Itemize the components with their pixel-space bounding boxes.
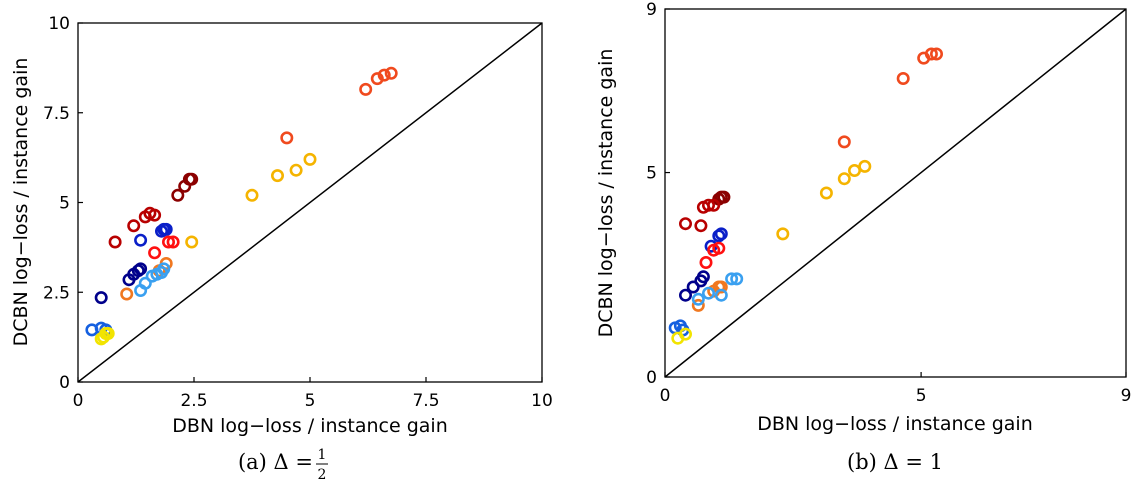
y-ticks-a: 0 2.5 5 7.5 10 [43,14,83,393]
data-point-a-25 [148,246,162,260]
y-ticks-b: 0 5 9 [646,0,670,388]
data-point-a-9 [185,235,199,249]
points-a [85,66,398,346]
x-tick-label-a-4: 10 [531,391,553,411]
data-point-a-33 [120,287,134,301]
y-tick-label-b-2: 9 [646,0,657,20]
data-point-a-2 [377,68,391,82]
data-point-a-18 [108,235,122,249]
data-point-b-12 [717,190,731,204]
x-ticks-a: 0 2.5 5 7.5 10 [73,377,553,411]
data-point-a-46 [101,326,115,340]
points-b [668,47,943,345]
data-point-b-24 [686,280,700,294]
data-point-a-30 [94,291,108,305]
data-point-b-32 [725,272,739,286]
data-point-a-24 [166,235,180,249]
x-tick-label-a-2: 5 [305,391,316,411]
data-point-b-41 [678,327,692,341]
y-axis-label-b: DCBN log−loss / instance gain [595,49,617,338]
data-point-b-17 [678,217,692,231]
data-point-a-13 [171,188,185,202]
data-point-a-16 [138,210,152,224]
data-point-a-5 [245,188,259,202]
x-tick-label-a-1: 2.5 [180,391,207,411]
data-point-b-8 [858,159,872,173]
diagonal-line-a [77,22,543,383]
data-point-b-4 [837,135,851,149]
y-axis-label-a: DCBN log−loss / instance gain [10,58,32,347]
caption-a-denominator: 2 [318,467,327,483]
data-point-b-23 [699,255,713,269]
x-axis-label-b: DBN log−loss / instance gain [757,413,1033,435]
data-point-b-15 [707,198,721,212]
data-point-b-22 [712,241,726,255]
data-point-b-34 [701,286,715,300]
caption-a: (a) Δ = 1 2 [238,447,328,483]
data-point-b-19 [714,227,728,241]
data-point-b-3 [929,47,943,61]
data-point-b-16 [694,219,708,233]
data-point-a-17 [127,219,141,233]
y-tick-label-a-4: 10 [48,14,70,34]
data-point-b-0 [896,72,910,86]
data-point-a-8 [303,152,317,166]
data-point-b-27 [678,288,692,302]
data-point-b-14 [701,198,715,212]
y-tick-label-b-1: 5 [646,164,657,184]
x-tick-label-b-0: 0 [660,386,671,406]
x-tick-label-a-3: 7.5 [412,391,439,411]
data-point-a-23 [162,235,176,249]
data-point-a-29 [134,262,148,276]
data-point-b-36 [691,292,705,306]
x-tick-label-a-0: 0 [73,391,84,411]
data-point-a-4 [280,131,294,145]
data-point-a-39 [134,283,148,297]
data-point-b-26 [696,270,710,284]
data-point-b-31 [691,298,705,312]
data-point-b-2 [924,47,938,61]
data-point-b-30 [714,280,728,294]
data-point-b-6 [837,172,851,186]
y-tick-label-a-1: 2.5 [43,283,70,303]
y-tick-label-a-3: 7.5 [43,104,70,124]
data-point-a-37 [145,269,159,283]
panel-a: 0 2.5 5 7.5 10 0 2.5 5 7.5 10 DBN log−loss / ins… [10,14,553,483]
caption-a-numerator: 1 [318,447,327,463]
plot-frame-b [664,8,1127,378]
data-point-b-5 [819,186,833,200]
data-point-a-7 [289,163,303,177]
y-tick-label-b-0: 0 [646,368,657,388]
data-point-a-36 [157,262,171,276]
data-point-b-9 [776,227,790,241]
plot-frame-a [77,22,543,383]
caption-a-text: (a) Δ = [238,450,313,474]
y-tick-label-a-0: 0 [59,373,70,393]
data-point-a-21 [159,222,173,236]
y-tick-label-a-2: 5 [59,194,70,214]
data-point-a-22 [134,233,148,247]
caption-b: (b) Δ = 1 [847,450,943,474]
x-tick-label-b-1: 5 [916,386,927,406]
data-point-b-33 [730,272,744,286]
data-point-a-12 [185,172,199,186]
data-point-b-18 [712,229,726,243]
data-point-a-3 [384,66,398,80]
data-point-b-35 [714,288,728,302]
data-point-a-1 [370,72,384,86]
x-tick-label-b-2: 9 [1121,386,1132,406]
diagonal-line-b [664,8,1127,378]
data-point-a-0 [359,82,373,96]
data-point-b-7 [847,164,861,178]
panel-b: 0 5 9 0 5 9 DBN log−loss / instance gain DCB… [595,0,1131,474]
x-axis-label-a: DBN log−loss / instance gain [172,415,448,437]
data-point-a-6 [270,169,284,183]
